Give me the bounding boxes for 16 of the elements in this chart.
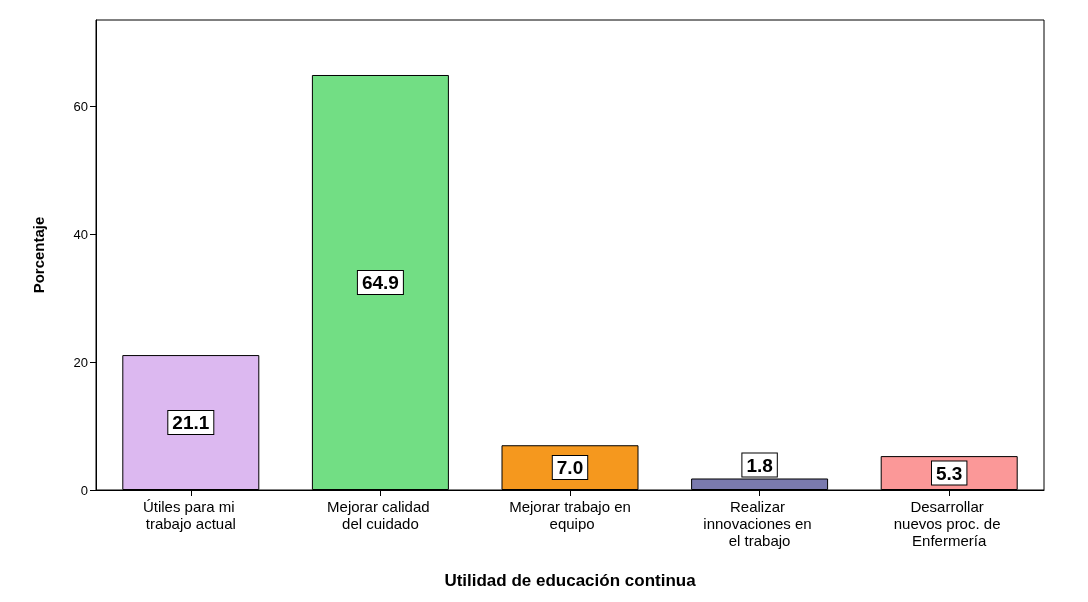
data-label: 64.9 — [361, 272, 399, 293]
x-axis-title: Utilidad de educación continua — [444, 571, 697, 590]
y-tick-label: 20 — [73, 354, 88, 370]
data-label: 21.1 — [172, 412, 210, 434]
y-tick-label: 0 — [80, 482, 88, 498]
data-label: 1.8 — [746, 455, 773, 477]
x-tick-label: Realizar innovaciones en el trabajo — [703, 498, 816, 549]
y-axis-title: Porcentaje — [30, 216, 47, 294]
data-label: 5.3 — [935, 462, 963, 484]
x-tick-label: Mejorar trabajo en equipo — [509, 498, 631, 532]
y-tick-label: 40 — [73, 226, 88, 242]
data-label: 7.0 — [556, 457, 584, 479]
x-tick-label: Mejorar calidad del cuidado — [327, 498, 434, 532]
x-tick-label: Desarrollar nuevos proc. de Enfermería — [893, 498, 1005, 549]
y-tick-label: 60 — [73, 98, 88, 114]
x-tick-label: Útiles para mi trabajo actual — [142, 498, 239, 532]
